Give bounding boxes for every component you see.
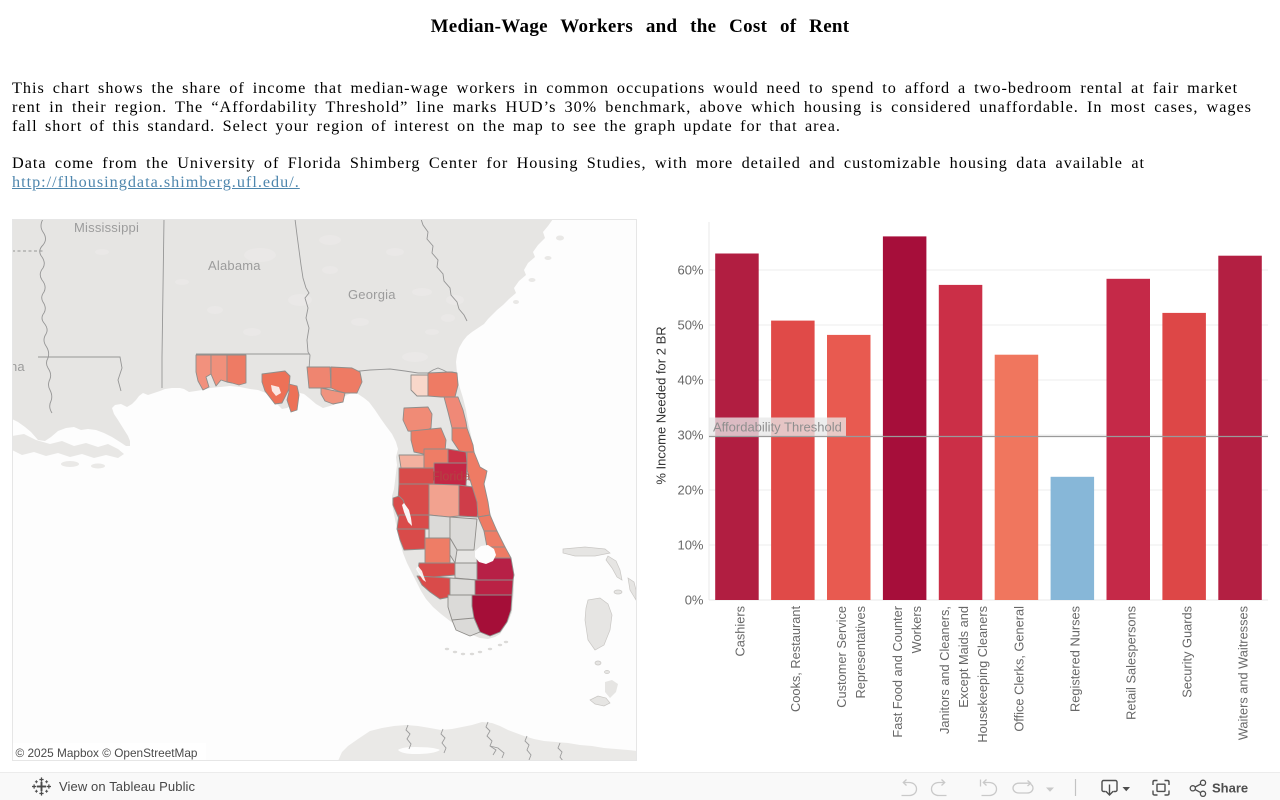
svg-text:Office Clerks, General: Office Clerks, General [1012,606,1027,732]
svg-text:Housekeeping Cleaners: Housekeeping Cleaners [975,606,990,743]
svg-text:20%: 20% [677,483,703,498]
svg-text:Affordability Threshold: Affordability Threshold [713,420,842,435]
svg-text:Alabama: Alabama [208,258,261,273]
svg-text:30%: 30% [677,428,703,443]
svg-text:50%: 50% [677,318,703,333]
svg-text:Except Maids and: Except Maids and [956,606,971,708]
svg-text:Florida: Florida [432,470,470,484]
svg-text:Mississippi: Mississippi [74,220,139,235]
svg-text:Waiters and Waitresses: Waiters and Waitresses [1235,606,1250,740]
svg-text:na: na [12,359,25,374]
svg-text:© 2025 Mapbox © OpenStreetMap: © 2025 Mapbox © OpenStreetMap [16,746,198,760]
svg-text:Representatives: Representatives [853,606,868,698]
svg-text:Georgia: Georgia [348,287,396,302]
svg-text:Cooks, Restaurant: Cooks, Restaurant [788,606,803,712]
svg-text:60%: 60% [677,263,703,278]
svg-text:Janitors and Cleaners,: Janitors and Cleaners, [937,606,952,734]
svg-text:Customer Service: Customer Service [834,606,849,708]
svg-text:Fast Food and Counter: Fast Food and Counter [890,605,905,737]
svg-text:Retail Salespersons: Retail Salespersons [1124,606,1139,720]
svg-text:10%: 10% [677,538,703,553]
svg-text:0%: 0% [685,593,704,608]
svg-text:Security Guards: Security Guards [1180,606,1195,698]
svg-text:40%: 40% [677,373,703,388]
svg-text:Registered Nurses: Registered Nurses [1068,606,1083,712]
svg-text:Share: Share [1212,781,1248,796]
svg-text:Cashiers: Cashiers [732,606,747,657]
svg-text:Workers: Workers [909,606,924,653]
svg-text:% Income Needed for 2 BR: % Income Needed for 2 BR [654,326,669,484]
